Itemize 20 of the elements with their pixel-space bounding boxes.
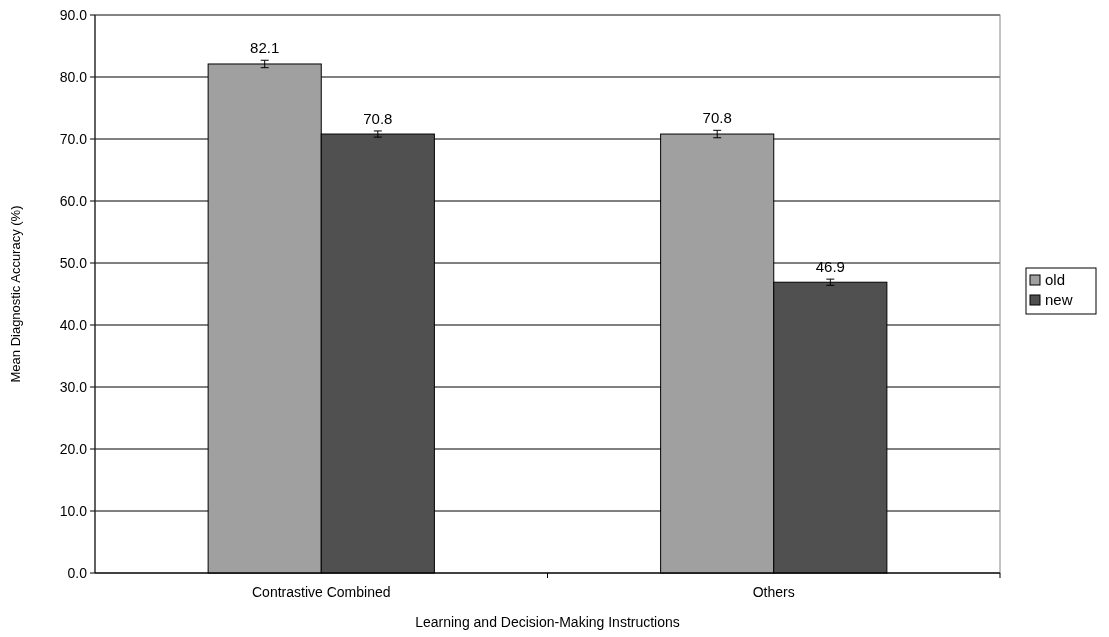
y-tick-label: 70.0 (59, 130, 88, 147)
y-tick-label: 20.0 (59, 440, 88, 457)
data-label: 46.9 (815, 258, 845, 276)
x-axis-title: Learning and Decision-Making Instructions (415, 614, 680, 630)
y-tick-label: 60.0 (59, 192, 88, 209)
legend-label: old (1045, 271, 1066, 289)
y-tick-label: 80.0 (59, 68, 88, 85)
y-tick-label: 10.0 (59, 502, 88, 519)
data-label: 70.8 (702, 109, 732, 127)
data-label: 82.1 (250, 39, 280, 57)
data-label: 70.8 (363, 109, 393, 127)
y-tick-label: 50.0 (59, 254, 88, 271)
x-tick-label: Contrastive Combined (251, 584, 391, 600)
y-tick-label: 0.0 (67, 564, 88, 581)
y-axis-title: Mean Diagnostic Accuracy (%) (8, 205, 23, 383)
x-tick-label: Others (752, 584, 795, 600)
y-tick-label: 90.0 (59, 6, 88, 23)
y-tick-label: 30.0 (59, 378, 88, 395)
y-tick-label: 40.0 (59, 316, 88, 333)
legend-label: new (1045, 291, 1073, 309)
